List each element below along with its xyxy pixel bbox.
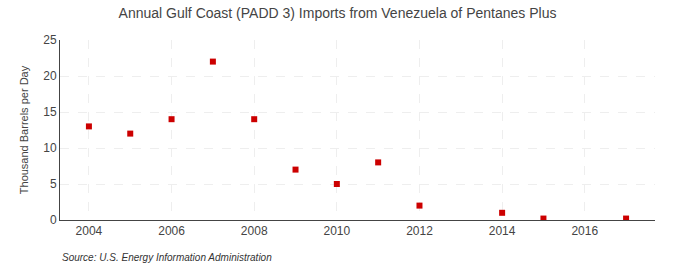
svg-text:15: 15	[43, 105, 57, 119]
svg-text:2010: 2010	[323, 224, 350, 238]
svg-text:5: 5	[50, 177, 57, 191]
svg-text:2006: 2006	[158, 224, 185, 238]
svg-text:25: 25	[43, 33, 57, 47]
svg-text:20: 20	[43, 69, 57, 83]
svg-text:2014: 2014	[489, 224, 516, 238]
svg-text:10: 10	[43, 141, 57, 155]
svg-text:2016: 2016	[571, 224, 598, 238]
svg-text:Annual Gulf Coast (PADD 3) Imp: Annual Gulf Coast (PADD 3) Imports from …	[119, 5, 557, 21]
svg-text:Source: U.S. Energy Informatio: Source: U.S. Energy Information Administ…	[62, 252, 272, 263]
svg-text:2004: 2004	[76, 224, 103, 238]
svg-text:Thousand Barrels per Day: Thousand Barrels per Day	[18, 65, 30, 194]
svg-text:0: 0	[50, 213, 57, 227]
svg-text:2012: 2012	[406, 224, 433, 238]
svg-text:2008: 2008	[241, 224, 268, 238]
